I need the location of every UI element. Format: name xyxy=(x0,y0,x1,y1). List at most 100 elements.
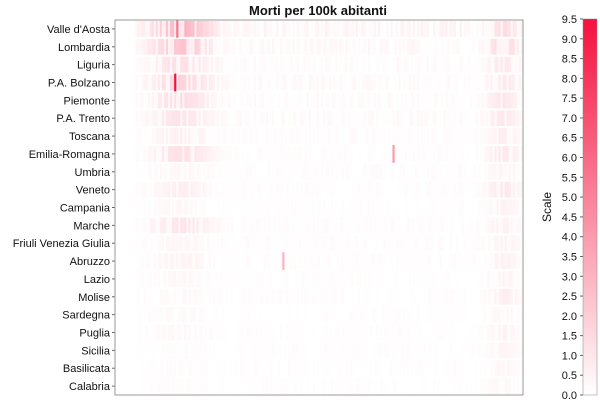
heat-cell xyxy=(392,288,395,305)
heat-cell xyxy=(208,74,212,91)
heat-cell xyxy=(196,378,199,394)
heat-cell xyxy=(241,342,244,359)
heat-cell xyxy=(496,324,499,341)
heat-cell xyxy=(210,324,214,341)
heat-cell xyxy=(212,92,216,109)
heat-cell xyxy=(398,235,401,252)
heat-cell xyxy=(512,181,516,198)
heat-cell xyxy=(202,146,205,162)
heat-cell xyxy=(202,56,205,73)
heat-cell xyxy=(402,306,405,323)
heat-cell xyxy=(280,181,283,198)
heat-cell xyxy=(268,38,271,55)
heat-cell xyxy=(412,253,416,269)
heat-cell xyxy=(508,235,511,252)
heat-cell xyxy=(484,74,487,91)
heat-cell xyxy=(500,324,503,341)
heat-cell xyxy=(282,56,285,73)
heat-cell xyxy=(200,146,203,162)
heat-cell xyxy=(367,217,371,234)
heat-cell xyxy=(359,199,363,216)
heat-cell xyxy=(200,92,203,109)
heat-cell xyxy=(217,217,220,234)
heat-cell xyxy=(427,74,430,91)
heat-cell xyxy=(192,253,195,269)
heat-cell xyxy=(514,360,518,377)
heat-cell xyxy=(445,56,448,73)
heat-cell xyxy=(498,163,501,180)
heat-cell xyxy=(386,146,389,162)
heat-cell xyxy=(323,253,326,269)
heat-cell xyxy=(149,306,152,323)
heat-cell xyxy=(276,163,279,180)
heat-cell xyxy=(482,271,485,287)
heat-cell xyxy=(339,74,342,91)
heat-cell xyxy=(292,21,295,37)
heat-cell xyxy=(153,110,156,127)
heat-cell xyxy=(272,253,275,269)
heat-cell xyxy=(416,56,420,73)
heat-cell xyxy=(245,128,248,144)
heat-cell xyxy=(384,56,387,73)
heat-cell xyxy=(423,21,426,37)
heat-cell xyxy=(251,128,254,144)
heat-cell xyxy=(337,306,340,323)
heat-cell xyxy=(372,74,375,91)
heat-cell xyxy=(278,360,281,377)
heat-cell xyxy=(174,146,177,162)
heat-cell xyxy=(192,324,195,341)
heat-cell xyxy=(459,217,462,234)
heat-cell xyxy=(270,128,273,144)
heat-cell xyxy=(302,235,305,252)
heat-cell xyxy=(176,74,179,91)
heat-cell xyxy=(394,74,397,91)
heat-cell xyxy=(502,92,505,109)
heat-cell xyxy=(482,92,485,109)
heat-cell xyxy=(194,342,197,359)
heat-cell xyxy=(331,38,334,55)
heat-cell xyxy=(170,74,173,91)
heat-cell xyxy=(502,163,505,180)
heat-cell xyxy=(504,181,507,198)
heat-cell xyxy=(194,271,197,287)
heat-cell xyxy=(141,217,144,234)
heat-cell xyxy=(253,378,256,394)
heat-cell xyxy=(431,199,434,216)
heat-cell xyxy=(225,21,228,37)
heat-cell xyxy=(486,56,489,73)
heat-cell xyxy=(178,38,181,55)
heat-cell xyxy=(488,56,491,73)
heat-cell xyxy=(435,163,438,180)
heat-cell xyxy=(229,360,232,377)
heat-cell xyxy=(149,181,152,198)
heat-cell xyxy=(290,253,293,269)
heat-cell xyxy=(416,92,420,109)
heat-cell xyxy=(312,56,316,73)
heat-cell xyxy=(143,181,146,198)
heat-cell xyxy=(512,288,516,305)
heat-cell xyxy=(308,56,312,73)
heat-cell xyxy=(172,217,175,234)
heat-cell xyxy=(398,288,401,305)
heat-cell xyxy=(208,146,212,162)
heat-cell xyxy=(380,38,383,55)
heat-cell xyxy=(453,56,456,73)
heat-cell xyxy=(388,288,391,305)
heat-cell xyxy=(184,56,187,73)
heat-cell xyxy=(480,110,483,127)
heat-cell xyxy=(357,74,360,91)
heat-cell xyxy=(190,217,193,234)
heat-cell xyxy=(143,288,146,305)
colorbar-tick-label: 1.0 xyxy=(562,350,577,362)
heat-cell xyxy=(453,378,456,394)
heat-cell xyxy=(202,21,205,37)
heat-cell xyxy=(388,324,391,341)
heat-cell xyxy=(445,110,448,127)
heat-cell xyxy=(265,199,269,216)
heat-cell xyxy=(190,110,193,127)
heat-cell xyxy=(214,288,218,305)
heat-cell xyxy=(486,128,489,144)
heat-cell xyxy=(161,306,165,323)
heat-cell xyxy=(365,128,369,144)
